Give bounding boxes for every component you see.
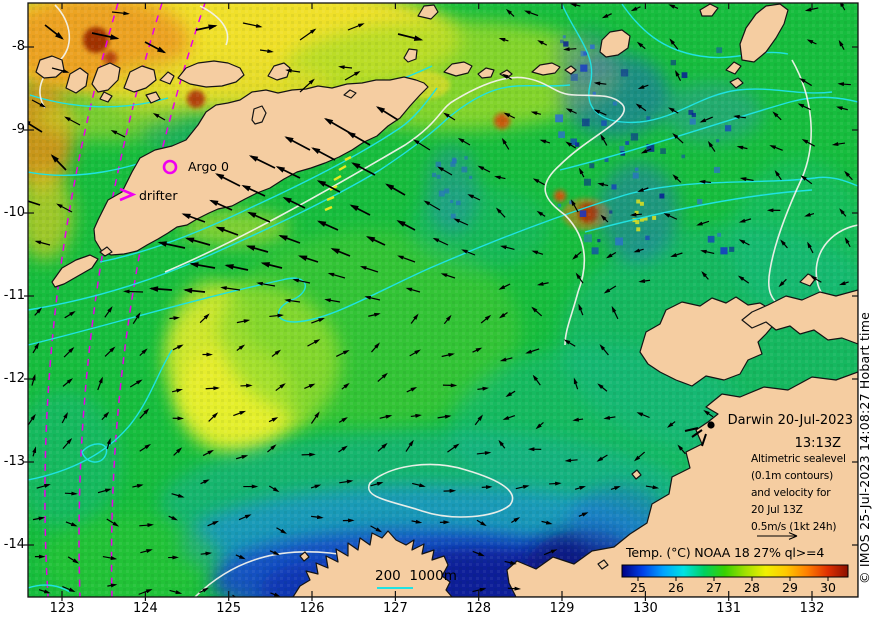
y-tick-label: -13	[3, 454, 25, 469]
wetar-island	[177, 60, 245, 88]
satellite-track-lines	[44, 3, 206, 597]
x-tick-label: 130	[632, 601, 658, 616]
y-tick-label: -14	[3, 537, 25, 552]
land-masses	[35, 3, 858, 597]
x-tick-label: 125	[216, 601, 242, 616]
colorbar-ticks	[637, 577, 829, 581]
colorbar-tick-label: 25	[630, 580, 646, 595]
colorbar-title: Temp. (°C) NOAA 18 27% ql>=4	[626, 545, 825, 560]
australia-mainland	[506, 371, 858, 597]
x-tick-label: 131	[716, 601, 742, 616]
info-line-3: and velocity for	[751, 487, 831, 499]
colorbar	[621, 564, 849, 578]
x-tick-label: 127	[382, 601, 408, 616]
darwin-marker	[707, 421, 715, 429]
x-tick-label: 128	[466, 601, 492, 616]
info-line-1: Altimetric sealevel	[751, 453, 846, 465]
x-tick-label: 129	[549, 601, 575, 616]
y-tick-label: -11	[3, 288, 25, 303]
daly-coast-land	[292, 530, 453, 597]
bathy-scale-label: 200 1000m	[375, 568, 457, 584]
y-tick-label: -9	[12, 122, 25, 137]
argo-float-label: Argo 0	[188, 159, 229, 174]
x-tick-label: 132	[799, 601, 825, 616]
info-line-4: 20 Jul 13Z	[751, 504, 803, 516]
timor-island	[93, 76, 429, 256]
tanimbar-islands	[739, 3, 789, 63]
y-tick-label: -10	[3, 205, 25, 220]
x-tick-label: 126	[299, 601, 325, 616]
station-time: 13:13Z	[794, 436, 841, 451]
velocity-arrow-field	[28, 3, 853, 597]
station-name-date: Darwin 20-Jul-2023	[727, 413, 853, 428]
colorbar-tick-label: 29	[782, 580, 798, 595]
sst-speckles	[432, 35, 735, 255]
info-line-5: 0.5m/s (1kt 24h)	[751, 521, 837, 533]
y-tick-label: -12	[3, 371, 25, 386]
x-tick-label: 123	[49, 601, 75, 616]
x-tick-label: 124	[132, 601, 158, 616]
yellow-front-dashes	[324, 155, 352, 212]
colorbar-tick-label: 27	[706, 580, 722, 595]
map-frame	[27, 2, 859, 598]
y-tick-label: -8	[12, 39, 25, 54]
roti-island	[51, 254, 99, 288]
credit-text: © IMOS 25-Jul-2023 14:08:27 Hobart time	[857, 312, 872, 584]
axis-ticks	[24, 3, 858, 601]
cobourg-peninsula	[741, 289, 858, 345]
harbour-creeks	[684, 427, 707, 447]
drifter-label: drifter	[139, 188, 178, 203]
info-line-2: (0.1m contours)	[751, 470, 834, 482]
drifter-marker	[119, 187, 137, 202]
colorbar-tick-label: 28	[744, 580, 760, 595]
velocity-scale-arrow	[757, 532, 798, 540]
argo-marker	[162, 159, 178, 175]
colorbar-tick-label: 26	[668, 580, 684, 595]
colorbar-tick-label: 30	[820, 580, 836, 595]
